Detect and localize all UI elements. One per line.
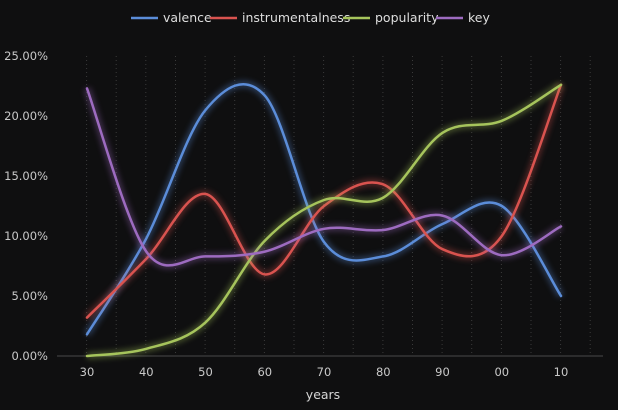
series-line bbox=[85, 87, 563, 267]
y-tick-label: 10.00% bbox=[4, 229, 48, 243]
y-tick-label: 0.00% bbox=[11, 349, 48, 363]
legend-item-key[interactable]: key bbox=[436, 10, 490, 25]
y-tick-label: 5.00% bbox=[11, 289, 48, 303]
x-tick-label: 40 bbox=[139, 365, 154, 379]
series-popularity bbox=[85, 81, 563, 360]
legend-label: valence bbox=[163, 10, 212, 25]
x-tick-label: 50 bbox=[198, 365, 213, 379]
x-tick-label: 80 bbox=[376, 365, 391, 379]
series-line bbox=[85, 83, 563, 319]
legend-item-instrumentalness[interactable]: instrumentalness bbox=[210, 10, 350, 25]
series-key bbox=[83, 87, 563, 269]
x-axis-title: years bbox=[306, 387, 340, 402]
legend-label: key bbox=[468, 10, 490, 25]
legend-item-valence[interactable]: valence bbox=[131, 10, 212, 25]
y-tick-label: 20.00% bbox=[4, 109, 48, 123]
series-instrumentalness bbox=[84, 83, 565, 321]
x-axis: 30 40 50 60 70 80 90 00 10 bbox=[57, 355, 603, 379]
x-tick-label: 70 bbox=[317, 365, 332, 379]
legend-item-popularity[interactable]: popularity bbox=[343, 10, 439, 25]
x-tick-label: 30 bbox=[80, 365, 95, 379]
series-line bbox=[85, 83, 563, 336]
legend-label: instrumentalness bbox=[242, 10, 350, 25]
y-axis: 0.00% 5.00% 10.00% 15.00% 20.00% 25.00% bbox=[4, 49, 48, 363]
y-tick-label: 15.00% bbox=[4, 169, 48, 183]
series-line bbox=[85, 83, 563, 358]
x-tick-label: 60 bbox=[257, 365, 272, 379]
y-tick-label: 25.00% bbox=[4, 49, 48, 63]
series-lines bbox=[83, 80, 565, 360]
x-tick-label: 10 bbox=[554, 365, 569, 379]
x-tick-label: 90 bbox=[435, 365, 450, 379]
legend: valence instrumentalness popularity key bbox=[131, 10, 490, 25]
series-valence bbox=[84, 80, 564, 337]
legend-label: popularity bbox=[375, 10, 439, 25]
x-tick-label: 00 bbox=[494, 365, 509, 379]
